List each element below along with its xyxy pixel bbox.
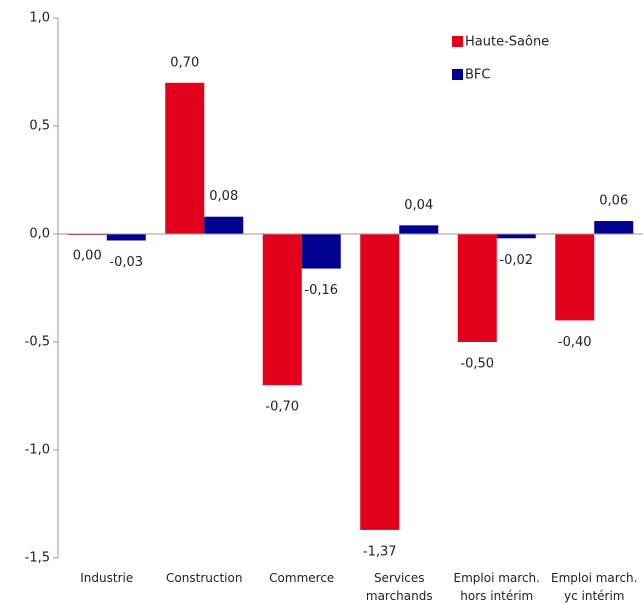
- bar: [106, 234, 146, 241]
- data-label: -0,50: [460, 357, 494, 372]
- bar: [399, 225, 439, 234]
- data-label: 0,04: [404, 198, 433, 213]
- y-tick-label: -0,5: [25, 335, 50, 350]
- y-tick-label: -1,0: [25, 443, 50, 458]
- x-tick-label: Emploi march. hors intérim: [453, 571, 540, 603]
- data-label: 0,06: [599, 194, 628, 209]
- bar: [594, 221, 634, 234]
- x-tick-label: Construction: [166, 571, 243, 585]
- data-label: -0,16: [304, 283, 338, 298]
- legend-label: Haute-Saône: [465, 35, 549, 50]
- bar: [262, 234, 302, 386]
- x-tick-label: Emploi march. yc intérim: [551, 571, 638, 603]
- bar: [301, 234, 341, 269]
- legend-label: BFC: [465, 68, 490, 83]
- data-label: 0,08: [209, 189, 238, 204]
- y-tick-label: 0,5: [29, 119, 50, 134]
- bar: [165, 82, 205, 234]
- data-label: 0,70: [170, 55, 199, 70]
- data-label: -0,40: [558, 335, 592, 350]
- y-tick-label: -1,5: [25, 551, 50, 566]
- bar: [457, 234, 497, 342]
- bar: [555, 234, 595, 321]
- data-label: -1,37: [363, 544, 397, 559]
- x-tick-label: Services marchands: [365, 571, 433, 603]
- y-tick-label: 1,0: [29, 11, 50, 26]
- legend-swatch: [452, 69, 463, 80]
- bar: [204, 216, 244, 234]
- data-label: -0,03: [109, 255, 143, 270]
- data-label: -0,70: [265, 400, 299, 415]
- x-tick-label: Industrie: [80, 571, 134, 585]
- bar: [496, 234, 536, 239]
- y-tick-label: 0,0: [29, 227, 50, 242]
- legend-swatch: [452, 36, 463, 47]
- bar: [360, 234, 400, 530]
- data-label: 0,00: [73, 249, 102, 264]
- x-tick-label: Commerce: [269, 571, 335, 585]
- data-label: -0,02: [499, 253, 533, 268]
